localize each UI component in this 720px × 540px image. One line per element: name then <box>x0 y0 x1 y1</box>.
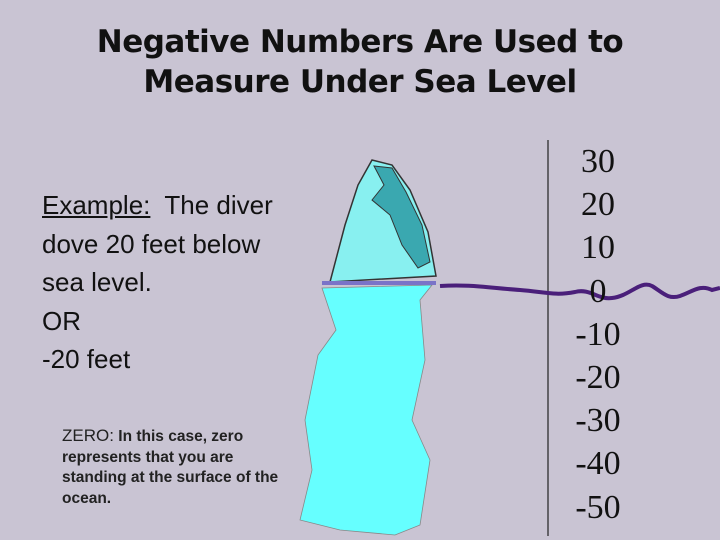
example: Example: The diver dove 20 feet below se… <box>42 186 274 379</box>
scale-number: 20 <box>581 186 615 224</box>
scale-number: -10 <box>575 315 621 353</box>
iceberg-shadow <box>371 165 431 269</box>
water-line <box>439 282 720 301</box>
scale-number: 10 <box>581 229 615 267</box>
example-label: Example: <box>42 190 151 220</box>
scale: 30 20 10 0 -10 -20 -30 -40 -50 <box>556 140 640 529</box>
title-line: Measure Under Sea Level <box>143 64 577 100</box>
zero-text: In this case, zero represents that you a… <box>62 428 279 507</box>
example-or: OR <box>42 305 81 336</box>
scale-number: 0 <box>589 272 607 310</box>
title: Negative Numbers Are Used to Measure Und… <box>0 22 720 102</box>
example-text: The diver dove 20 feet below sea level. <box>42 190 273 297</box>
example-answer: -20 feet <box>42 344 131 374</box>
iceberg-underwater <box>299 284 433 536</box>
scale-number: -20 <box>575 359 621 397</box>
scale-number: 30 <box>581 143 615 180</box>
scale-number: -50 <box>575 488 621 526</box>
title-line: Negative Numbers Are Used to <box>96 24 624 60</box>
scale-number: -30 <box>575 402 621 440</box>
zero-note: ZERO: In this case, zero represents that… <box>62 426 284 509</box>
scale-number: -40 <box>575 445 621 483</box>
zero-label: ZERO: <box>62 426 114 445</box>
